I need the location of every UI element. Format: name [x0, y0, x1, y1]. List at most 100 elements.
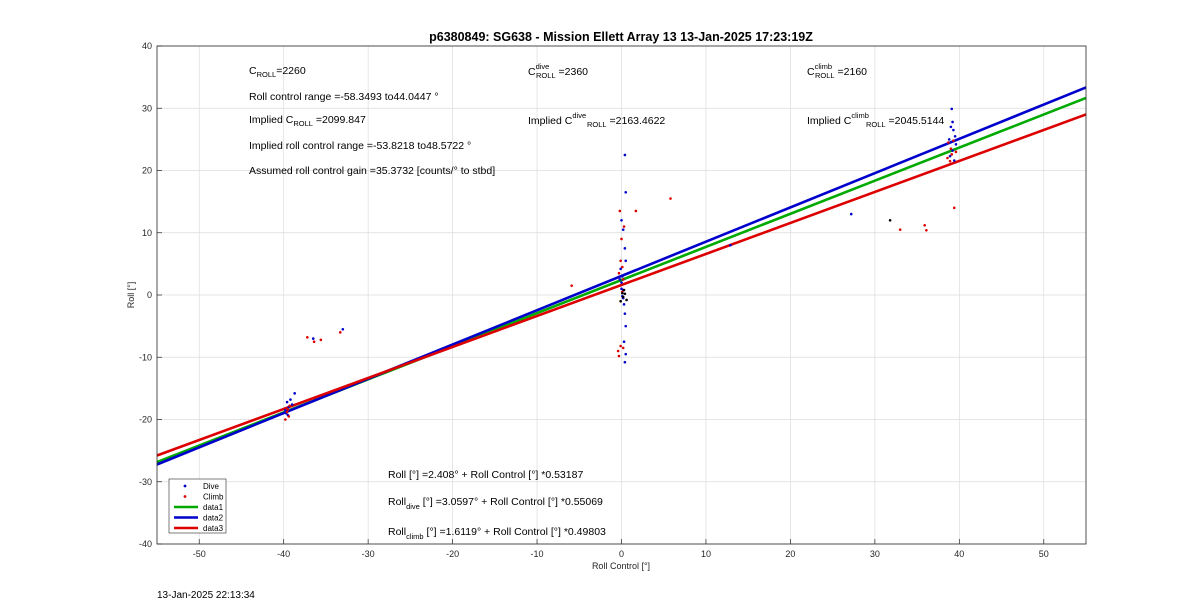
climb-point: [948, 159, 952, 163]
climb-point: [319, 338, 323, 342]
climb-point: [621, 278, 625, 281]
y-tick-label: 10: [142, 228, 152, 238]
surface-point: [622, 288, 626, 292]
climb-point: [620, 237, 623, 241]
y-tick-label: -20: [139, 415, 152, 425]
x-tick-label: -40: [277, 549, 290, 559]
x-axis-label: Roll Control [°]: [592, 561, 650, 571]
surface-point: [625, 298, 628, 302]
legend-label-climb: Climb: [203, 493, 224, 502]
x-tick-label: 50: [1039, 549, 1049, 559]
y-tick-label: 30: [142, 103, 152, 113]
dive-point: [954, 143, 958, 146]
dive-point: [341, 327, 345, 331]
climb-point: [621, 265, 624, 269]
climb-point: [954, 150, 958, 154]
dive-point: [311, 337, 315, 340]
climb-point: [952, 139, 955, 142]
climb-point: [617, 271, 621, 275]
climb-point: [923, 223, 926, 227]
climb-point: [947, 141, 950, 144]
dive-point: [285, 400, 289, 404]
x-tick-label: -20: [446, 549, 459, 559]
timestamp: 13-Jan-2025 22:13:34: [157, 590, 255, 601]
dive-point: [619, 267, 622, 271]
c-roll-dive-annotation: Cdive ROLL =2360: [528, 62, 588, 80]
legend-label-data2: data2: [203, 514, 224, 523]
y-tick-label: 40: [142, 41, 152, 51]
dive-point: [622, 340, 626, 343]
x-tick-label: 30: [870, 549, 880, 559]
dive-point: [621, 228, 625, 231]
implied-c-roll-annotation: Implied CROLL =2099.847: [249, 114, 366, 128]
dive-point: [624, 352, 628, 356]
climb-point: [634, 209, 638, 213]
y-tick-label: 20: [142, 166, 152, 176]
legend-marker-climb: [183, 495, 187, 498]
dive-point: [618, 278, 622, 281]
dive-point: [284, 408, 287, 412]
climb-point: [618, 284, 622, 287]
climb-point: [950, 153, 954, 156]
dive-point: [289, 398, 292, 401]
chart-title: p6380849: SG638 - Mission Ellett Array 1…: [429, 30, 813, 44]
dive-point: [949, 125, 953, 129]
dive-point: [623, 312, 627, 315]
dive-point: [623, 247, 627, 250]
x-tick-label: 20: [785, 549, 795, 559]
implied-c-dive-annotation: Implied CdiveROLL =2163.4622: [528, 111, 665, 129]
climb-point: [338, 331, 342, 334]
climb-point: [952, 206, 956, 210]
dive-point: [952, 159, 956, 162]
c-roll-annotation: CROLL=2260: [249, 65, 306, 79]
climb-point: [570, 284, 573, 287]
surface-point: [619, 299, 622, 303]
dive-point: [622, 303, 626, 306]
x-tick-label: -50: [193, 549, 206, 559]
tick-labels: -50 -40 -30 -20 -10 0 10 20 30 40 50 -40 -30 -20 -10 0 1…: [139, 41, 1049, 559]
legend-marker-dive: [183, 484, 187, 488]
fit-line-data3: [156, 113, 1087, 457]
dive-point: [624, 259, 628, 263]
climb-point: [306, 336, 309, 339]
dive-point: [290, 403, 294, 406]
x-tick-label: 10: [701, 549, 711, 559]
climb-point: [284, 418, 287, 421]
climb-point: [288, 404, 291, 408]
dive-point: [952, 128, 955, 132]
roll-range-annotation: Roll control range =-58.3493 to44.0447 °: [249, 91, 439, 103]
dive-point: [951, 120, 954, 124]
surface-point: [621, 291, 624, 295]
climb-point: [619, 344, 622, 348]
climb-point: [287, 415, 291, 418]
dive-point: [729, 243, 732, 247]
c-roll-climb-annotation: Cclimb ROLL =2160: [807, 62, 867, 80]
equation-climb: Rollclimb [°] =1.6119° + Roll Control [°…: [388, 526, 606, 541]
dive-point: [950, 107, 954, 111]
climb-point: [616, 349, 620, 353]
dive-point: [623, 360, 627, 364]
legend-label-dive: Dive: [203, 482, 220, 491]
climb-point: [622, 225, 626, 228]
y-tick-label: -40: [139, 539, 152, 549]
y-tick-label: -30: [139, 477, 152, 487]
data-marks: [156, 86, 1087, 466]
surface-point: [888, 219, 892, 222]
dive-point: [293, 392, 296, 395]
climb-point: [286, 408, 290, 411]
dive-point: [624, 190, 628, 194]
dive-point: [620, 281, 623, 284]
gain-annotation: Assumed roll control gain =35.3732 [coun…: [249, 165, 495, 177]
x-tick-label: -10: [531, 549, 544, 559]
y-tick-label: 0: [147, 290, 152, 300]
dive-point: [623, 153, 627, 157]
implied-c-climb-annotation: Implied Cclimb ROLL =2045.5144: [807, 111, 944, 129]
climb-point: [619, 259, 622, 263]
climb-point: [946, 156, 949, 160]
x-tick-label: 40: [954, 549, 964, 559]
climb-point: [312, 340, 316, 343]
dive-point: [620, 219, 623, 222]
surface-point: [623, 292, 627, 296]
